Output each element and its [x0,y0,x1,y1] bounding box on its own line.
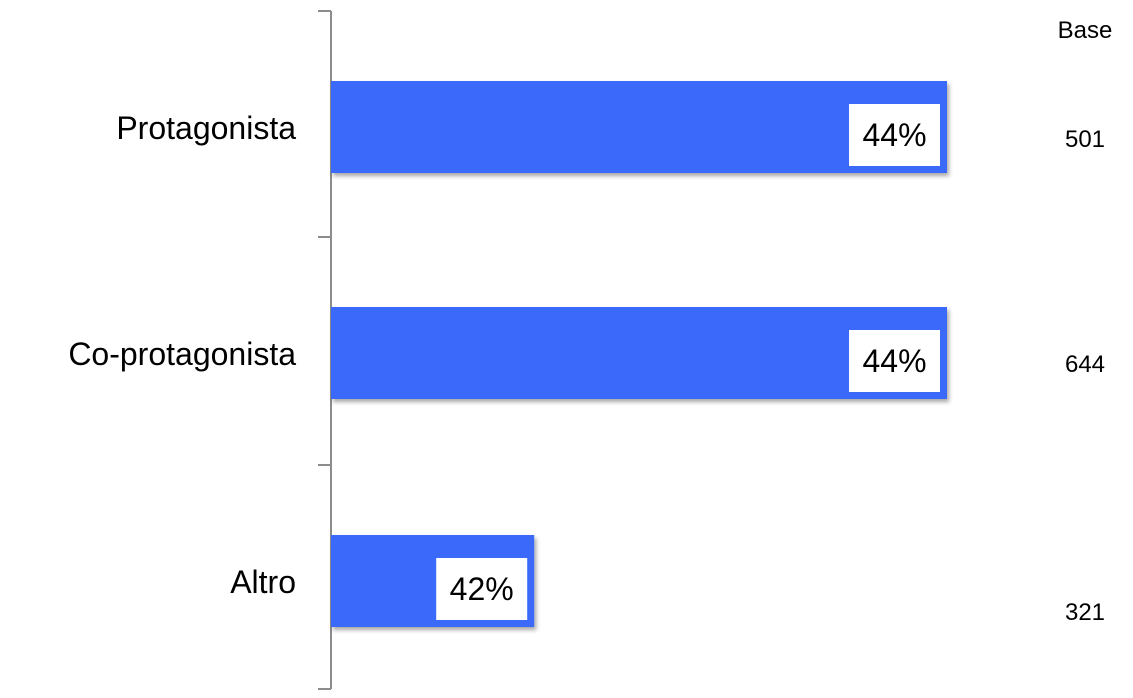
base-value-1: 501 [1065,126,1105,153]
bar-2 [331,307,947,399]
data-label-box-1 [849,104,940,166]
base-value-2: 644 [1065,351,1105,378]
base-header: Base [1058,17,1113,44]
base-value-3: 321 [1065,599,1105,626]
data-label-1: 44% [862,117,926,153]
data-label-box-2 [849,330,940,392]
data-label-2: 44% [862,343,926,379]
category-label-1: Protagonista [116,110,296,146]
data-label-box-3 [436,558,528,620]
bars-group: Protagonista 44% 501 Co-protagonista 44% 644 A… [68,81,1105,627]
category-label-2: Co-protagonista [68,336,296,372]
category-label-3: Altro [230,564,296,600]
bar-1 [331,81,947,173]
data-label-3: 42% [450,571,514,607]
